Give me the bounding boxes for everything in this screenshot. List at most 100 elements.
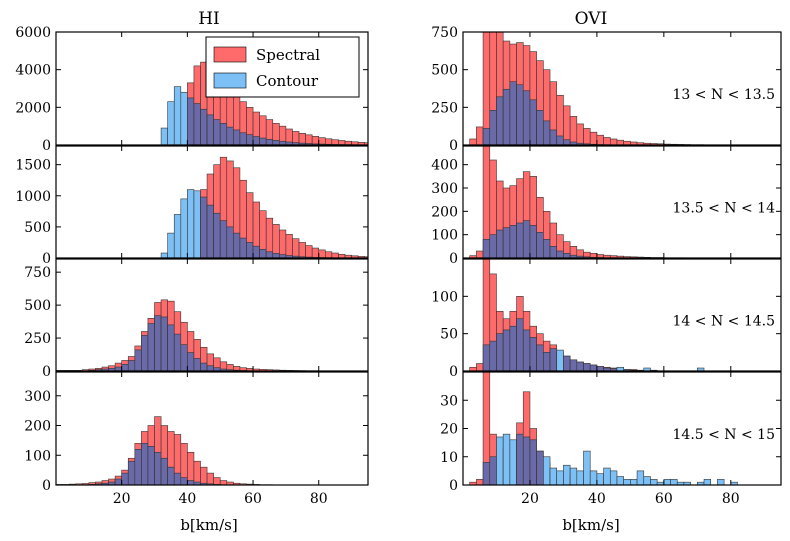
bar-contour: [529, 439, 537, 485]
bar-contour: [482, 128, 491, 145]
bar-contour: [482, 344, 491, 371]
bar-spectral: [325, 251, 333, 258]
bar-contour: [589, 364, 598, 371]
panel-annotation: 14.5 < N < 15: [673, 427, 776, 443]
bar-contour: [543, 352, 551, 371]
bar-contour: [549, 246, 558, 258]
bar-contour: [509, 325, 517, 371]
y-tick-label: 0: [449, 478, 458, 494]
y-tick-label: 2000: [15, 100, 51, 116]
y-tick-label: 500: [431, 63, 458, 79]
bar-contour: [160, 127, 168, 145]
bar-contour: [489, 456, 497, 485]
bar-contour: [556, 349, 564, 371]
bar-spectral: [272, 224, 280, 258]
bar-contour: [529, 337, 537, 371]
bar-contour: [173, 333, 182, 371]
legend-swatch-spectral: [213, 46, 247, 63]
bar-contour: [543, 239, 551, 258]
bar-contour: [167, 232, 175, 258]
bar-contour: [583, 363, 591, 371]
bar-contour: [549, 129, 558, 145]
bar-contour: [187, 97, 195, 145]
bar-contour: [569, 359, 578, 371]
bar-contour: [522, 220, 531, 258]
bar-contour: [167, 466, 175, 485]
bar-contour: [576, 470, 584, 485]
x-tick-label: 60: [244, 491, 262, 507]
bar-contour: [543, 120, 551, 145]
bar-contour: [173, 86, 182, 145]
bar-contour: [206, 204, 214, 258]
bar-spectral: [603, 137, 611, 145]
bar-contour: [141, 443, 149, 485]
panel-6-bars: [469, 259, 705, 371]
bar-contour: [697, 367, 705, 371]
bar-contour: [670, 479, 678, 485]
y-tick-label: 750: [24, 265, 51, 281]
bar-contour: [272, 139, 280, 145]
panel-3-bars: [56, 416, 274, 485]
bar-contour: [636, 470, 645, 485]
bar-contour: [536, 232, 544, 258]
y-tick-label: 4000: [15, 63, 51, 79]
bar-contour: [252, 245, 260, 258]
bar-contour: [167, 324, 175, 371]
bar-contour: [259, 248, 267, 258]
bar-contour: [522, 90, 531, 145]
bar-contour: [502, 227, 511, 258]
bar-contour: [259, 137, 267, 145]
bar-spectral: [219, 480, 228, 485]
bar-contour: [114, 478, 122, 485]
panel-frame: [462, 31, 782, 146]
bar-contour: [563, 355, 571, 371]
panel-1: 0 500 1000 1500: [15, 145, 369, 267]
bar-spectral: [563, 105, 571, 145]
y-tick-label: 100: [431, 289, 458, 305]
bar-contour: [121, 364, 129, 371]
y-tick-label: 50: [440, 327, 458, 343]
x-tick-label: 20: [521, 491, 539, 507]
bar-contour: [233, 232, 241, 258]
bar-spectral: [318, 249, 326, 258]
panel-4-bars: [469, 32, 725, 145]
bar-contour: [563, 253, 571, 258]
bar-contour: [516, 318, 524, 371]
bar-contour: [160, 457, 168, 485]
bar-contour: [160, 316, 168, 371]
panel-annotation: 13 < N < 13.5: [673, 87, 776, 103]
bar-contour: [187, 352, 195, 371]
bar-contour: [134, 349, 142, 371]
x-tick-label: 40: [178, 491, 196, 507]
y-tick-label: 0: [42, 251, 51, 267]
y-tick-label: 20: [440, 422, 458, 438]
panel-1-bars: [160, 156, 368, 258]
bar-contour: [187, 480, 195, 485]
y-tick-label: 500: [24, 298, 51, 314]
bar-contour: [127, 460, 136, 485]
bar-spectral: [469, 138, 477, 145]
y-tick-label: 30: [440, 393, 458, 409]
bar-contour: [509, 81, 517, 145]
bar-contour: [272, 253, 280, 258]
bar-contour: [180, 198, 188, 258]
bar-contour: [233, 129, 241, 145]
panel-6: 0 50 100 14 < N < 14.5: [431, 258, 782, 380]
bar-spectral: [200, 466, 208, 485]
y-tick-label: 250: [24, 331, 51, 347]
bar-contour: [160, 252, 168, 258]
panel-4: 0 250 500 750 13 < N < 13.5: [431, 25, 782, 154]
bar-spectral: [298, 242, 306, 258]
panel-frame: [55, 145, 369, 259]
panel-2: 0 250 500 750: [24, 258, 369, 380]
bar-contour: [200, 196, 208, 258]
bar-spectral: [311, 247, 320, 258]
bar-contour: [717, 479, 725, 485]
bar-spectral: [569, 116, 578, 145]
bar-contour: [630, 479, 638, 485]
panel-frame: [55, 258, 369, 372]
y-tick-label: 250: [431, 100, 458, 116]
bar-contour: [219, 123, 228, 145]
bar-contour: [529, 225, 537, 258]
bar-spectral: [589, 131, 598, 145]
